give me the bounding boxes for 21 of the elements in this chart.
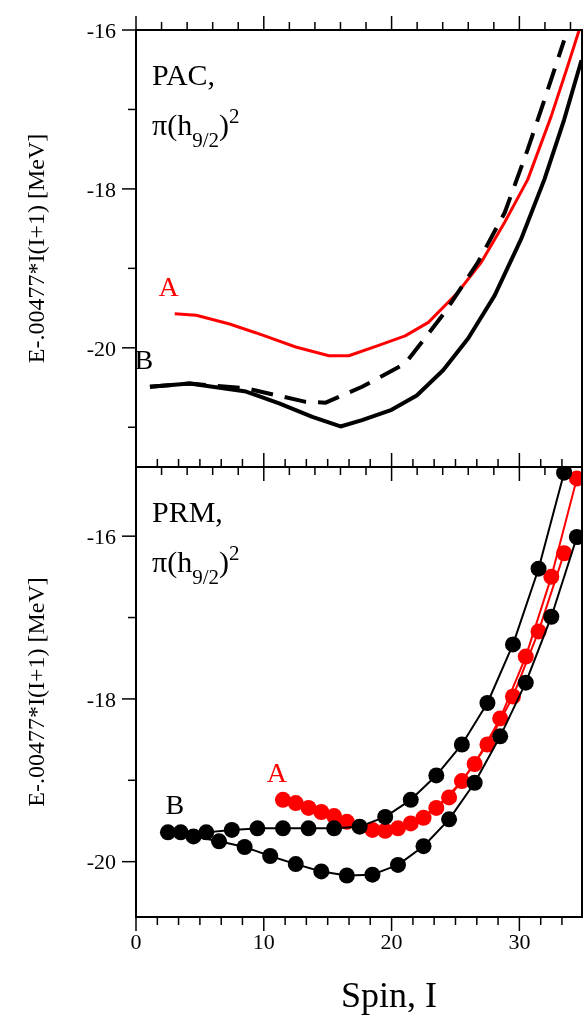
series-label: B [165, 789, 185, 821]
annotation: PAC, [152, 58, 216, 91]
series-label: B [134, 343, 154, 375]
x-tick-label: 10 [252, 929, 275, 954]
annotation: π(h$_{9/2}$)$^{2}$ [152, 104, 240, 152]
x-tick-label: 20 [380, 929, 403, 954]
x-tick-label: 30 [508, 929, 531, 954]
y-axis-title: E-.00477*I(I+1) [MeV] [23, 577, 49, 807]
annotation: π(h$_{9/2}$)$^{2}$ [152, 541, 240, 589]
series-label: A [158, 270, 180, 302]
y-tick-label: -20 [86, 335, 116, 361]
y-tick-label: -16 [86, 523, 116, 549]
y-axis-title: E-.00477*I(I+1) [MeV] [23, 133, 49, 364]
y-tick-label: -20 [86, 849, 116, 875]
series-label: A [266, 756, 288, 788]
y-tick-label: -18 [86, 176, 116, 202]
annotation: PRM, [152, 495, 223, 528]
y-tick-label: -18 [86, 686, 116, 712]
x-axis-title: Spin, I [340, 975, 438, 1015]
y-tick-label: -16 [86, 17, 116, 43]
x-tick-label: 0 [130, 929, 142, 954]
